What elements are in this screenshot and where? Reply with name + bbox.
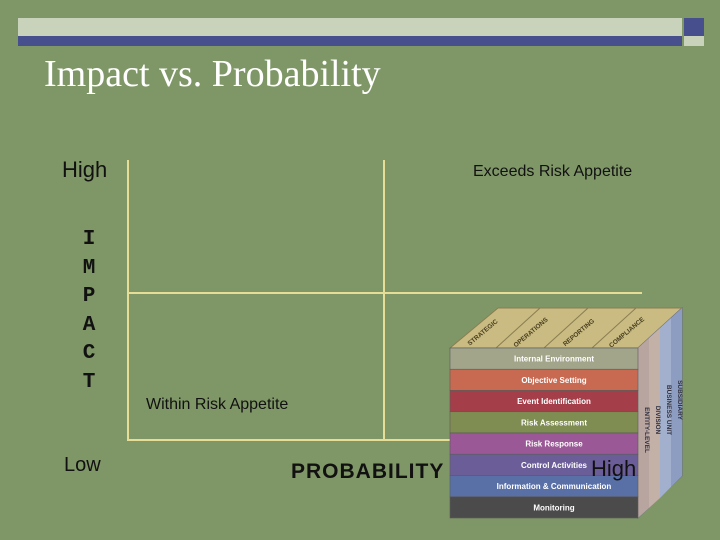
cube-row-label: Internal Environment (514, 355, 594, 364)
impact-letter: P (82, 285, 96, 309)
cube-unit-label: BUSINESS UNIT (665, 385, 672, 435)
impact-letter: I (82, 228, 96, 251)
cube-side-strip (660, 318, 671, 498)
coso-erm-cube: Internal Environment Objective Setting Eve… (448, 306, 684, 520)
y-axis-low-label: Low (64, 454, 101, 476)
x-axis-label-probability: PROBABILITY (291, 460, 445, 483)
within-risk-appetite-label: Within Risk Appetite (146, 396, 289, 413)
impact-letter: A (82, 313, 96, 337)
cube-row-label: Risk Assessment (521, 418, 587, 427)
cube-row-label: Objective Setting (521, 376, 586, 385)
cube-row-label: Monitoring (533, 503, 574, 512)
cube-unit-label: SUBSIDIARY (676, 380, 683, 421)
impact-letter: T (82, 370, 96, 394)
x-axis-line (127, 439, 634, 441)
impact-letter: M (82, 256, 96, 280)
cube-unit-label: ENTITY-LEVEL (643, 407, 650, 453)
header-bar-dark (18, 36, 682, 46)
quadrant-divider-vertical (383, 160, 385, 440)
header-bar-light (18, 18, 682, 36)
y-axis-high-label: High (62, 157, 108, 182)
corner-square-dark (684, 18, 704, 36)
cube-row (449, 496, 639, 519)
x-axis-high-label: High (591, 456, 637, 481)
cube-side-strip (649, 328, 660, 508)
cube-side-strip (638, 338, 649, 518)
cube-row-label: Event Identification (517, 397, 591, 406)
quadrant-divider-horizontal (127, 292, 642, 294)
exceeds-risk-appetite-label: Exceeds Risk Appetite (473, 163, 633, 180)
cube-unit-label: DIVISION (654, 406, 661, 435)
cube-row-label: Risk Response (525, 440, 583, 449)
y-axis-line (127, 160, 129, 440)
impact-letter: C (82, 342, 96, 366)
cube-side-strip (671, 308, 682, 487)
corner-square-light (684, 36, 704, 46)
cube-row-label: Control Activities (521, 461, 587, 470)
y-axis-label-impact: I M P A C T (76, 226, 102, 398)
slide-title: Impact vs. Probability (44, 53, 381, 95)
cube-row-label: Information & Communication (497, 482, 612, 491)
